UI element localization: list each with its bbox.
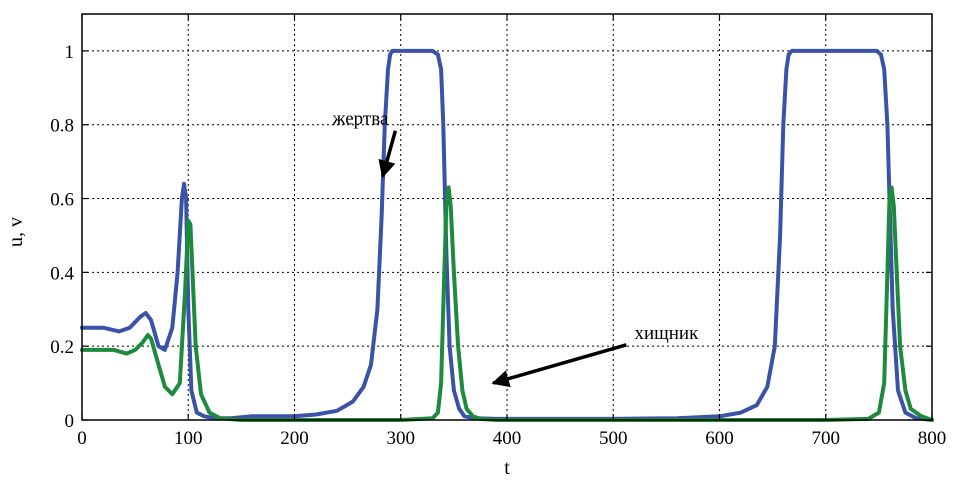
- y-tick-label: 0.6: [50, 190, 74, 211]
- x-tick-label: 0: [77, 428, 87, 449]
- annotation-label: хищник: [634, 323, 699, 344]
- axis-ticks: 0 100 200 300 400 500 600 700 800 0 0.2 0.4 0.6 0.8 1: [50, 14, 946, 449]
- series-layer: [80, 48, 934, 422]
- annotation-arrow: [378, 130, 398, 179]
- y-tick-label: 0.8: [50, 116, 74, 137]
- annotation-arrow: [491, 343, 627, 388]
- series-line-1: [80, 48, 934, 422]
- y-tick-label: 1: [65, 42, 75, 63]
- x-axis-label: t: [504, 457, 510, 479]
- annotation-label: жертва: [331, 109, 389, 130]
- y-tick-label: 0: [65, 411, 75, 432]
- x-tick-label: 800: [918, 428, 947, 449]
- x-tick-label: 700: [812, 428, 841, 449]
- x-tick-label: 100: [174, 428, 203, 449]
- series-line-2: [80, 185, 934, 422]
- x-tick-label: 500: [599, 428, 628, 449]
- x-tick-label: 600: [705, 428, 734, 449]
- annotations-layer: жертва хищник: [331, 109, 699, 388]
- x-tick-label: 300: [387, 428, 416, 449]
- x-tick-label: 400: [493, 428, 522, 449]
- y-axis-label: u, v: [5, 217, 27, 247]
- y-tick-label: 0.2: [50, 337, 74, 358]
- grid-lines: [82, 14, 932, 420]
- y-tick-label: 0.4: [50, 263, 74, 284]
- x-tick-label: 200: [280, 428, 309, 449]
